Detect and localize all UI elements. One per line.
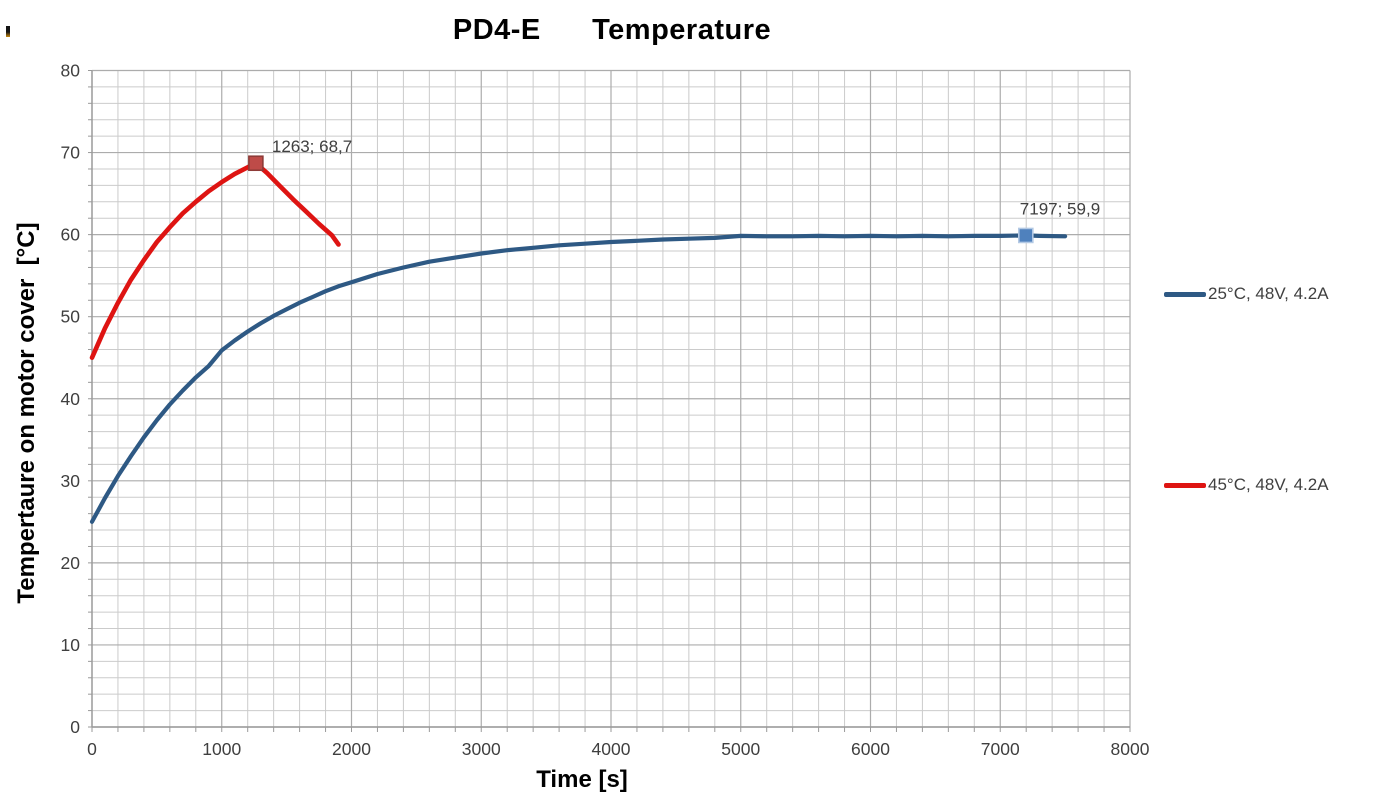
chart-title: PD4-E Temperature [452,14,772,46]
svg-text:0: 0 [87,739,97,759]
x-axis-title: Time [s] [536,766,628,793]
svg-text:80: 80 [61,61,81,81]
svg-text:4000: 4000 [592,739,631,759]
svg-text:20: 20 [61,553,81,573]
svg-text:60: 60 [61,225,81,245]
svg-text:50: 50 [61,307,81,327]
svg-text:7197; 59,9: 7197; 59,9 [1020,199,1100,218]
svg-text:70: 70 [61,143,81,163]
stray-artifact-mark [6,26,10,37]
legend-item-25c: 25°C, 48V, 4.2A [1164,284,1329,304]
svg-text:40: 40 [61,389,81,409]
legend-item-45c: 45°C, 48V, 4.2A [1164,475,1329,495]
svg-text:7000: 7000 [981,739,1020,759]
svg-text:6000: 6000 [851,739,890,759]
svg-text:3000: 3000 [462,739,501,759]
svg-text:1000: 1000 [202,739,241,759]
svg-text:8000: 8000 [1111,739,1150,759]
legend-line-swatch-blue [1164,291,1206,297]
legend-line-swatch-red [1164,482,1206,488]
svg-text:5000: 5000 [721,739,760,759]
svg-text:10: 10 [61,635,81,655]
svg-text:0: 0 [70,717,80,737]
svg-text:2000: 2000 [332,739,371,759]
svg-text:1263; 68,7: 1263; 68,7 [272,137,352,156]
svg-text:30: 30 [61,471,81,491]
legend-label: 45°C, 48V, 4.2A [1208,475,1329,494]
legend-label: 25°C, 48V, 4.2A [1208,284,1329,303]
